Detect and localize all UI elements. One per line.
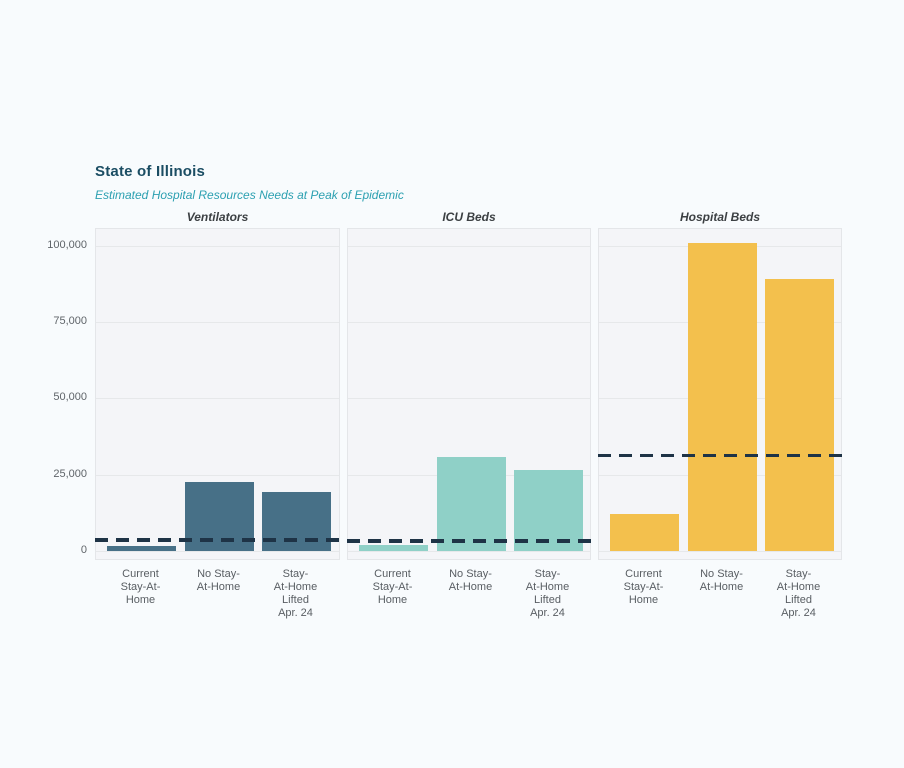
x-tick-label-line: Current	[122, 568, 159, 580]
gridline	[348, 245, 590, 247]
x-tick-label-line: At-Home	[776, 581, 821, 593]
panel-ventilators	[95, 228, 340, 560]
y-tick-label: 100,000	[47, 238, 87, 251]
x-tick-label-line: Current	[374, 568, 411, 580]
chart-title: State of Illinois	[95, 163, 206, 180]
x-tick-label-line: No Stay-	[449, 568, 492, 580]
panel-hospital-beds	[598, 228, 842, 560]
bar-current-stay-at-home	[610, 514, 679, 551]
gridline	[348, 398, 590, 400]
x-tick-label-line: Lifted	[282, 594, 309, 606]
bar-stay-at-home-lifted-apr-24	[514, 470, 583, 551]
x-tick-label-line: At-Home	[525, 581, 570, 593]
x-tick-label-line: At-Home	[273, 581, 318, 593]
x-tick-label-line: No Stay-	[700, 568, 743, 580]
x-tick-label-stay-at-home-lifted-apr-24: Stay- At-Home Lifted Apr. 24	[757, 568, 841, 620]
gridline	[96, 398, 339, 400]
x-tick-label-no-stay-at-home: No Stay- At-Home	[429, 568, 513, 594]
y-tick-label: 50,000	[53, 391, 87, 404]
bar-stay-at-home-lifted-apr-24	[262, 492, 331, 551]
panel-title-icu-beds: ICU Beds	[442, 210, 496, 224]
x-tick-label-current-stay-at-home: Current Stay-At- Home	[602, 568, 686, 607]
bar-stay-at-home-lifted-apr-24	[765, 279, 834, 551]
x-tick-label-line: Apr. 24	[530, 607, 565, 619]
y-tick-label: 0	[80, 544, 87, 556]
x-tick-label-stay-at-home-lifted-apr-24: Stay- At-Home Lifted Apr. 24	[506, 568, 590, 620]
capacity-line	[598, 453, 842, 458]
y-tick-label: 75,000	[53, 315, 87, 328]
x-tick-label-no-stay-at-home: No Stay- At-Home	[680, 568, 764, 594]
x-tick-label-line: At-Home	[448, 581, 493, 593]
x-tick-label-line: Stay-	[282, 568, 309, 580]
panel-title-ventilators: Ventilators	[186, 210, 249, 224]
capacity-line	[95, 538, 340, 542]
x-tick-label-line: Lifted	[785, 594, 812, 606]
x-tick-label-line: No Stay-	[197, 568, 240, 580]
x-tick-label-line: Apr. 24	[781, 607, 816, 619]
x-tick-label-current-stay-at-home: Current Stay-At- Home	[351, 568, 435, 607]
x-tick-label-line: Home	[628, 594, 659, 606]
x-tick-label-line: Stay-	[534, 568, 561, 580]
x-tick-label-line: Home	[377, 594, 408, 606]
x-tick-label-line: At-Home	[196, 581, 241, 593]
bar-no-stay-at-home	[688, 243, 757, 551]
x-tick-label-no-stay-at-home: No Stay- At-Home	[177, 568, 261, 594]
x-tick-label-line: Current	[625, 568, 662, 580]
x-tick-label-line: Stay-At-	[623, 581, 664, 593]
capacity-line	[347, 539, 591, 543]
bar-current-stay-at-home	[107, 545, 176, 551]
x-tick-label-line: Home	[125, 594, 156, 606]
gridline	[599, 551, 841, 552]
x-tick-label-stay-at-home-lifted-apr-24: Stay- At-Home Lifted Apr. 24	[254, 568, 338, 620]
y-tick-label: 25,000	[53, 467, 87, 480]
gridline	[348, 322, 590, 324]
x-tick-label-line: Stay-	[785, 568, 812, 580]
gridline	[96, 474, 339, 476]
bar-current-stay-at-home	[359, 545, 428, 551]
chart-subtitle: Estimated Hospital Resources Needs at Pe…	[95, 188, 404, 202]
x-tick-label-line: Lifted	[534, 594, 561, 606]
x-tick-label-line: At-Home	[699, 581, 744, 593]
x-tick-label-current-stay-at-home: Current Stay-At- Home	[99, 568, 183, 607]
panel-icu-beds	[347, 228, 591, 560]
bar-no-stay-at-home	[437, 457, 506, 551]
gridline	[96, 245, 339, 247]
chart-panels: 0 25,000 50,000 75,000 100,000 Ventilators Cur…	[47, 210, 843, 630]
gridline	[96, 322, 339, 324]
x-tick-label-line: Stay-At-	[120, 581, 161, 593]
x-tick-label-line: Apr. 24	[278, 607, 313, 619]
gridline	[348, 551, 590, 552]
panel-title-hospital-beds: Hospital Beds	[679, 210, 760, 224]
x-tick-label-line: Stay-At-	[372, 581, 413, 593]
gridline	[96, 551, 339, 552]
